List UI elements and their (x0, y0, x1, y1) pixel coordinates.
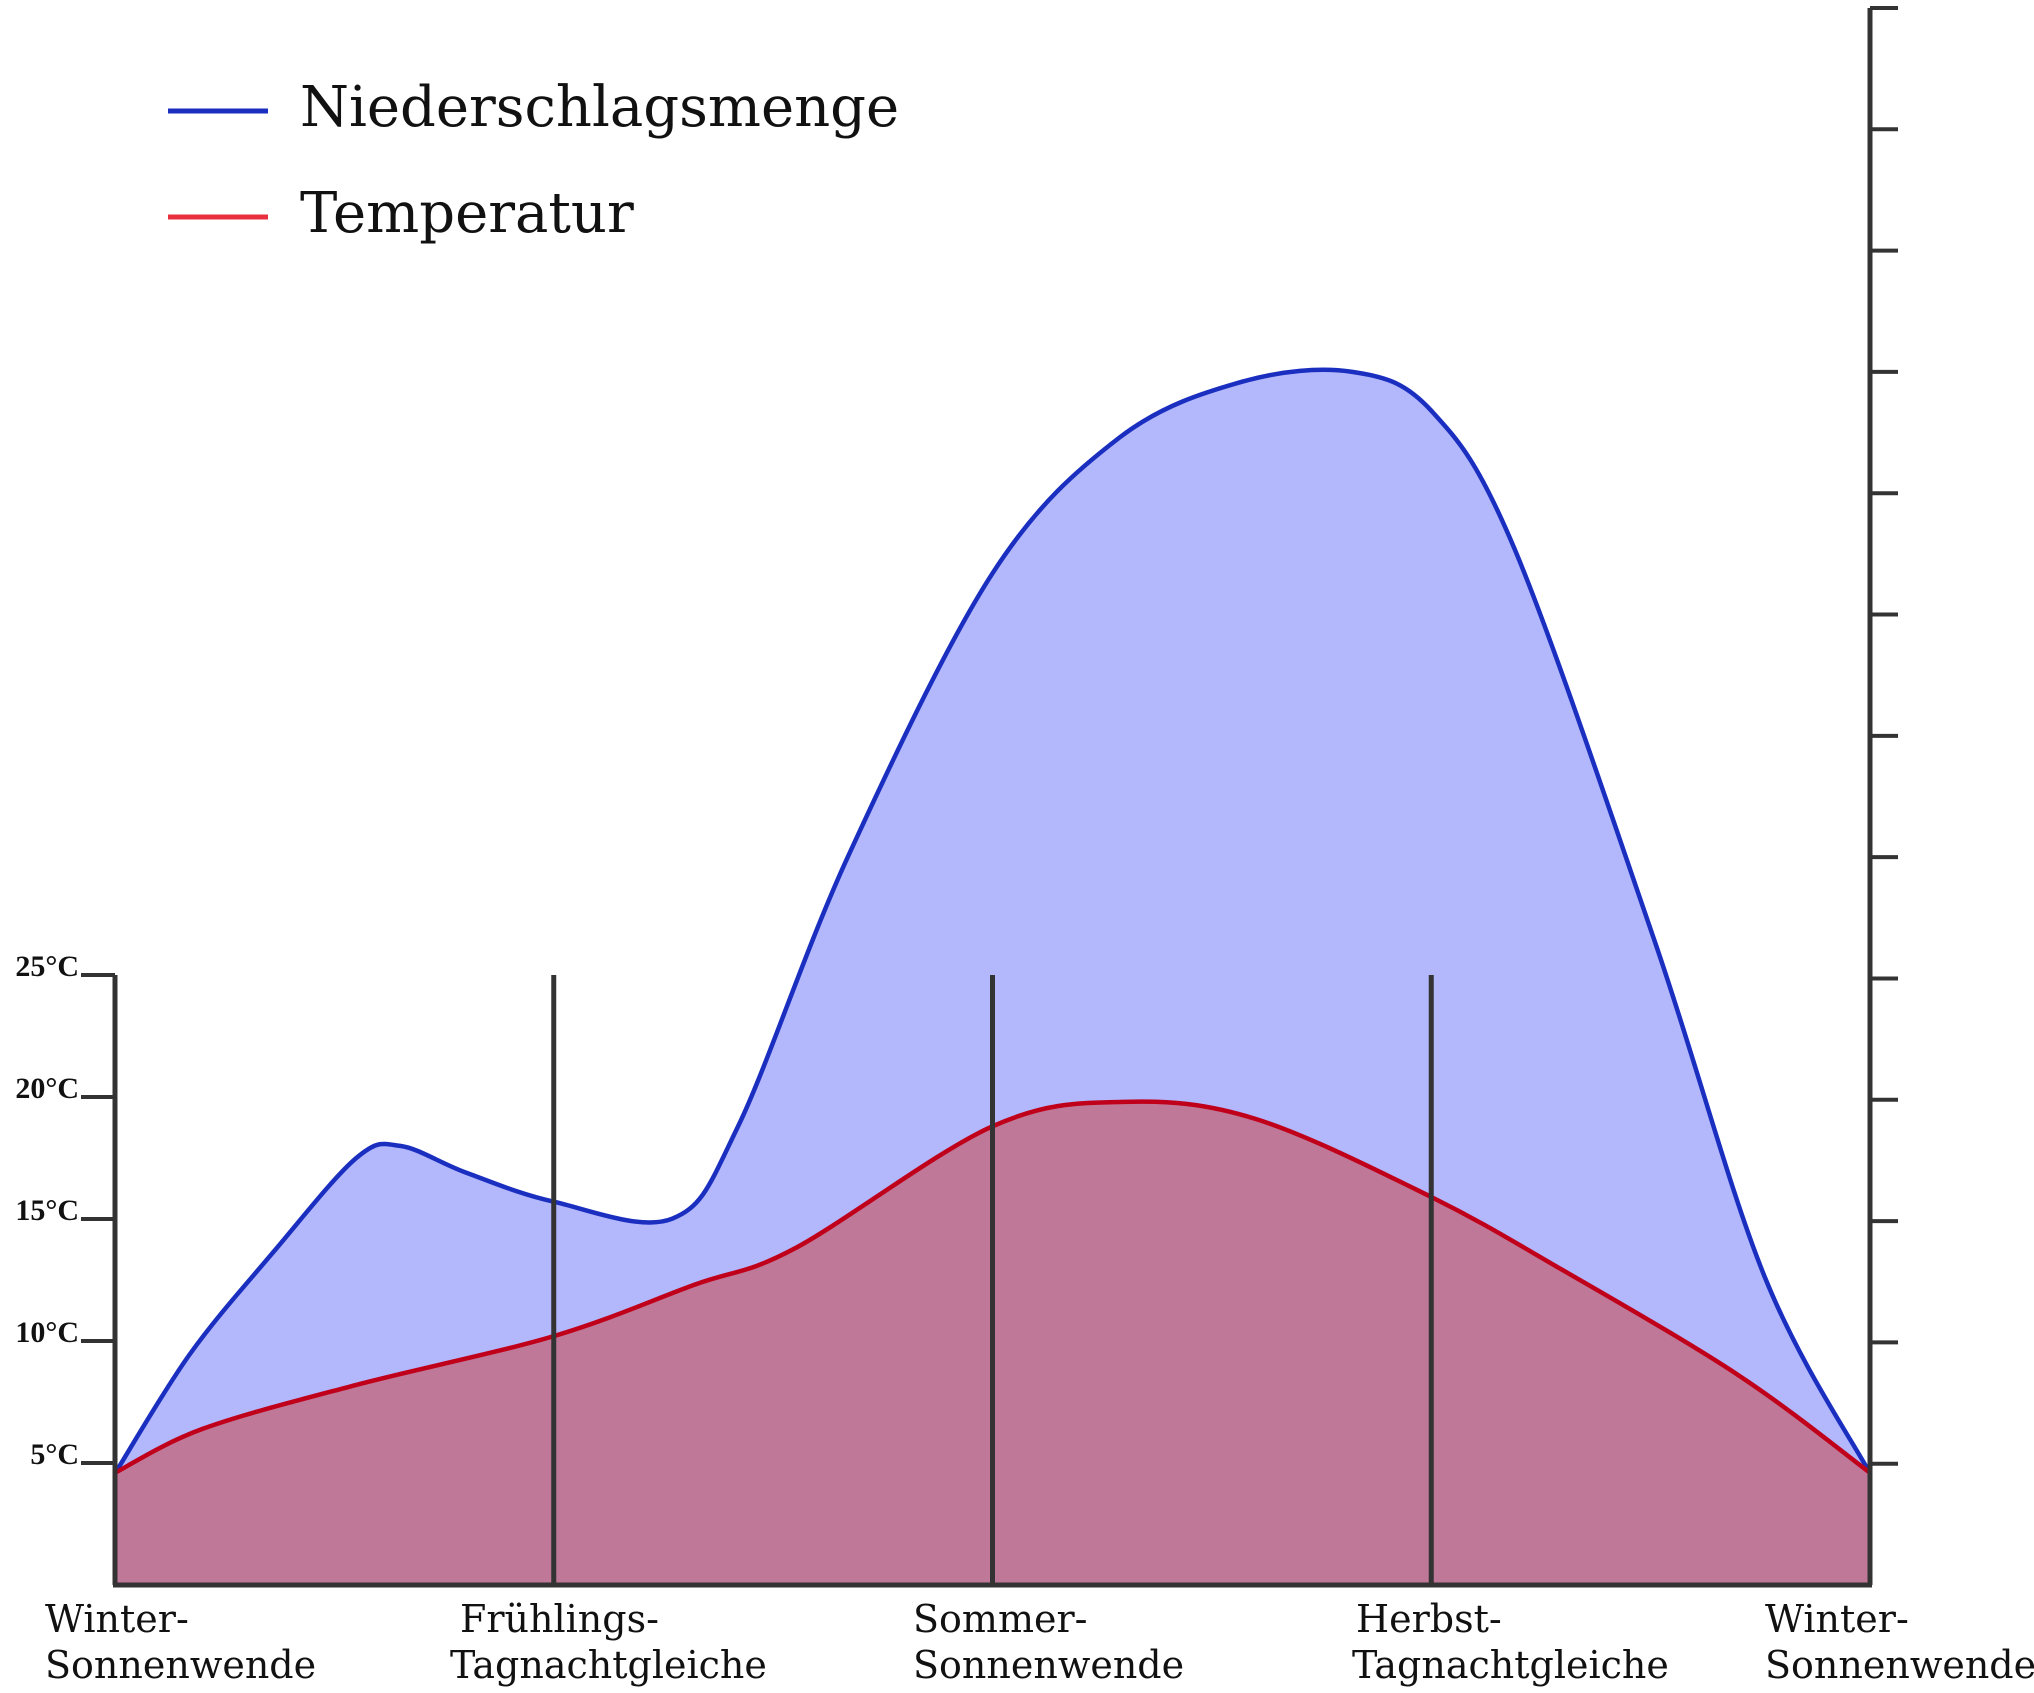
left-tick-label: 15°C (15, 1194, 79, 1227)
season-label-line2: Sonnenwende (1765, 1643, 2034, 1687)
season-label-line1: Winter- (1765, 1597, 1909, 1641)
precipitation-line (113, 367, 1872, 1475)
legend-label-temperature: Temperatur (300, 181, 634, 246)
season-label-line1: Sommer- (913, 1597, 1087, 1641)
labels-layer: Winter-SonnenwendeFrühlings-Tagnachtglei… (45, 1597, 2034, 1687)
legend-label-precipitation: Niederschlagsmenge (300, 75, 899, 140)
season-label-line1: Winter- (45, 1597, 189, 1641)
season-label-line2: Sonnenwende (913, 1643, 1184, 1687)
season-label-line2: Tagnachtgleiche (450, 1643, 767, 1687)
legend: Niederschlagsmenge Temperatur (168, 75, 899, 246)
left-tick-label: 25°C (15, 950, 79, 983)
left-tick-label: 20°C (15, 1072, 79, 1105)
season-label-line1: Herbst- (1356, 1597, 1502, 1641)
season-label-line2: Tagnachtgleiche (1352, 1643, 1669, 1687)
season-label-line2: Sonnenwende (45, 1643, 316, 1687)
left-tick-label: 10°C (15, 1316, 79, 1349)
season-label-line1: Frühlings- (460, 1597, 659, 1641)
left-tick-label: 5°C (30, 1438, 79, 1471)
axes-layer: 5°C 10°C 15°C 20°C 25°C (15, 6, 1898, 1588)
